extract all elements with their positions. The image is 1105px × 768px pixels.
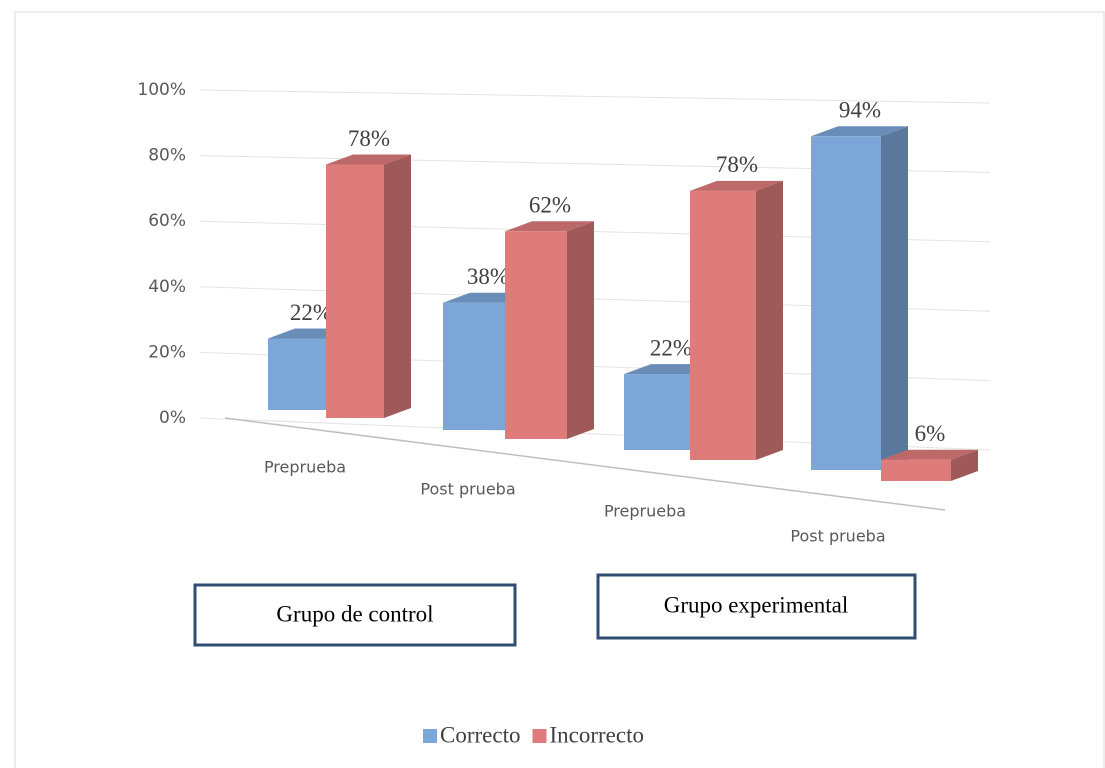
- value-label: 78%: [716, 152, 758, 177]
- y-tick-label: 60%: [148, 211, 186, 231]
- bar-top: [881, 449, 978, 460]
- value-label: 22%: [290, 300, 332, 325]
- y-tick-label: 100%: [137, 80, 186, 100]
- group-label: Grupo experimental: [664, 592, 849, 617]
- legend-swatch: [423, 729, 437, 743]
- bar: [811, 126, 908, 471]
- bar-side: [384, 154, 411, 418]
- legend-swatch: [532, 729, 547, 743]
- bar: [690, 180, 783, 460]
- bar-side: [881, 126, 908, 471]
- floor-line: [224, 417, 946, 511]
- legend-label: Incorrecto: [549, 722, 644, 747]
- bar-front: [268, 338, 326, 410]
- y-tick-label: 80%: [148, 146, 186, 166]
- bar-side: [756, 180, 783, 460]
- value-label: 62%: [529, 193, 571, 218]
- group-label: Grupo de control: [276, 601, 433, 626]
- y-tick-label: 40%: [148, 277, 186, 297]
- legend-label: Correcto: [440, 722, 520, 747]
- bar-top: [505, 221, 594, 232]
- value-label: 22%: [650, 335, 692, 360]
- group-box: [596, 573, 917, 640]
- value-label: 78%: [348, 126, 390, 151]
- y-tick-label: 20%: [148, 342, 186, 362]
- x-tick-label: Preprueba: [604, 502, 686, 521]
- bar-top: [326, 154, 411, 165]
- value-label: 6%: [915, 421, 946, 446]
- x-tick-label: Post prueba: [420, 480, 515, 499]
- value-label: 94%: [839, 98, 881, 123]
- bar-side: [567, 221, 594, 439]
- bar-side: [951, 449, 978, 481]
- value-label: 38%: [467, 264, 509, 289]
- bar-front: [881, 459, 951, 481]
- bar: [881, 449, 978, 481]
- y-tick-label: 0%: [159, 408, 186, 428]
- bar-front: [326, 164, 384, 418]
- x-tick-label: Preprueba: [264, 458, 346, 477]
- grid-line: [199, 89, 991, 104]
- group-box: [193, 583, 517, 647]
- bar-front: [690, 190, 756, 460]
- bar-front: [443, 302, 505, 430]
- bar-front: [505, 231, 567, 439]
- x-tick-label: Post prueba: [790, 527, 885, 546]
- bar-front: [811, 136, 881, 471]
- bar-top: [811, 126, 908, 137]
- bar-front: [624, 374, 690, 450]
- bar: [505, 221, 594, 439]
- bar-top: [690, 180, 783, 191]
- bar: [326, 154, 411, 418]
